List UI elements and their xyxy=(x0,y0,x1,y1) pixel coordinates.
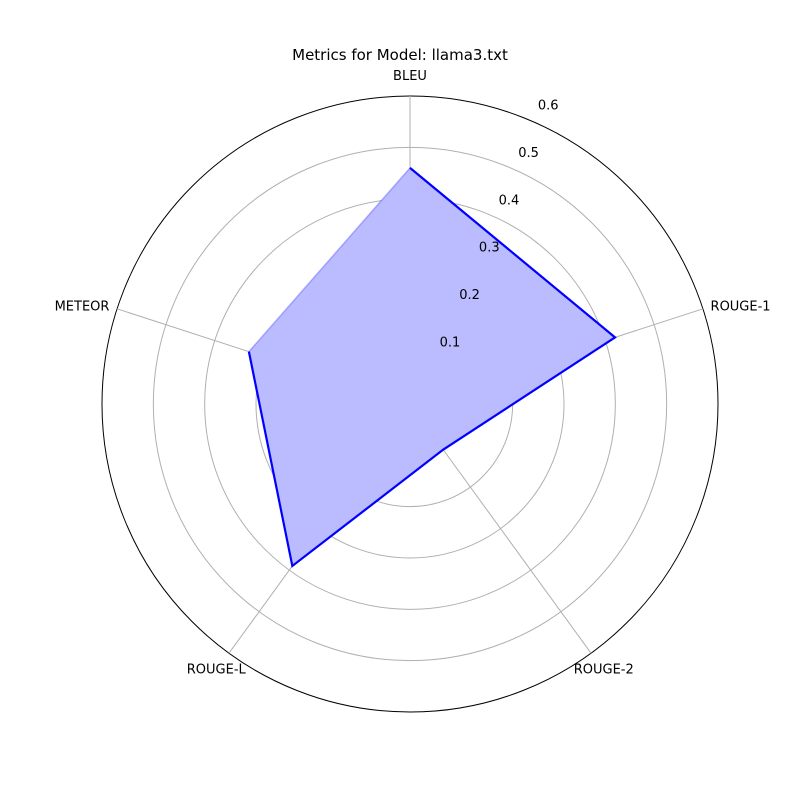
rtick-label-0.1: 0.1 xyxy=(440,336,461,351)
rtick-label-0.2: 0.2 xyxy=(459,288,480,303)
rtick-label-0.3: 0.3 xyxy=(479,241,500,256)
series-fill-0 xyxy=(249,168,615,566)
axis-label-meteor: METEOR xyxy=(55,299,110,314)
axis-label-bleu: BLEU xyxy=(393,69,427,84)
rtick-label-0.6: 0.6 xyxy=(538,98,559,113)
rtick-label-0.4: 0.4 xyxy=(499,193,520,208)
axis-label-rouge-2: ROUGE-2 xyxy=(574,663,634,678)
axis-label-rouge-1: ROUGE-1 xyxy=(711,299,771,314)
chart-title: Metrics for Model: llama3.txt xyxy=(0,45,800,65)
rtick-label-0.5: 0.5 xyxy=(518,146,539,161)
data-layer xyxy=(249,168,615,566)
axis-label-rouge-l: ROUGE-L xyxy=(187,663,247,678)
